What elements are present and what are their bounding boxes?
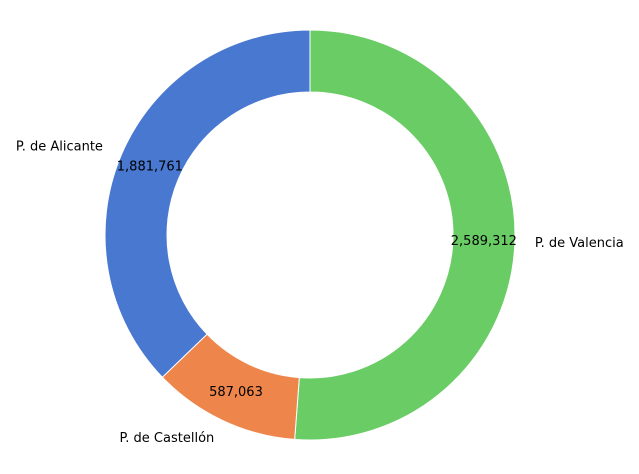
category-labels: P. de Valencia P. de Castellón P. de Alica… <box>16 139 624 446</box>
category-label-1: P. de Castellón <box>119 431 214 446</box>
value-label-2: 1,881,761 <box>117 159 183 174</box>
value-label-1: 587,063 <box>209 385 263 400</box>
donut-slice-2 <box>104 29 311 378</box>
category-label-2: P. de Alicante <box>16 139 103 154</box>
donut-slice-0 <box>294 29 516 441</box>
value-labels: 2,589,312 587,063 1,881,761 <box>117 159 517 400</box>
donut-slices <box>104 29 516 441</box>
value-label-0: 2,589,312 <box>451 234 517 249</box>
category-label-0: P. de Valencia <box>535 236 624 251</box>
